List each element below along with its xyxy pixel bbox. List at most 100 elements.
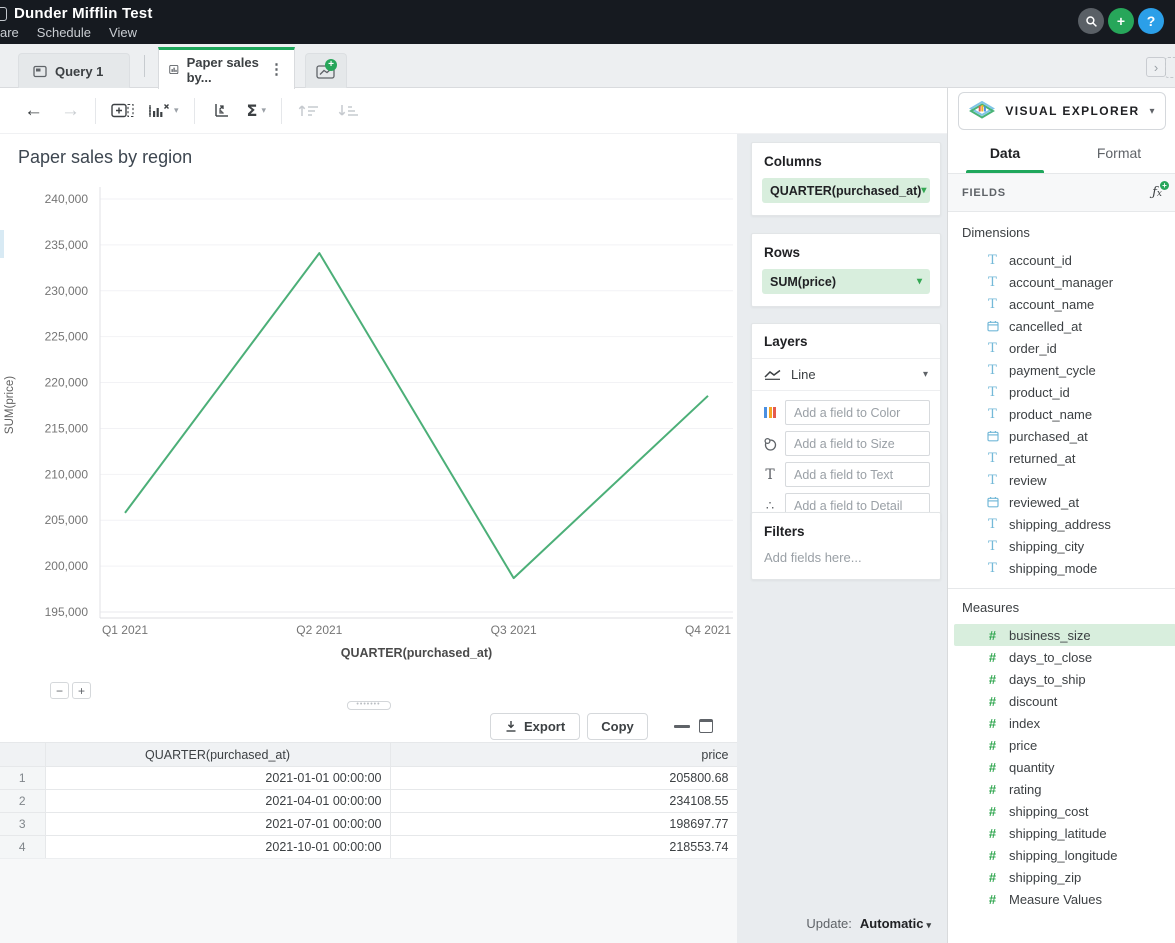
number-type-icon: #: [986, 826, 999, 841]
layer-slot: [762, 431, 930, 456]
filters-placeholder[interactable]: Add fields here...: [752, 548, 940, 579]
results-table[interactable]: QUARTER(purchased_at)price12021-01-01 00…: [0, 742, 738, 859]
undo-button[interactable]: ←: [24, 100, 43, 122]
splitter-drag-handle[interactable]: •••••••: [347, 701, 391, 710]
tab-paper-sales[interactable]: Paper sales by... ⋮: [158, 47, 295, 89]
filters-shelf: Filters Add fields here...: [751, 512, 941, 580]
columns-pill[interactable]: QUARTER(purchased_at) ▾: [762, 178, 930, 203]
dimensions-list: Taccount_idTaccount_managerTaccount_name…: [948, 249, 1175, 579]
dimension-item[interactable]: Tshipping_city: [948, 535, 1175, 557]
number-type-icon: #: [986, 716, 999, 731]
layer-slot-input[interactable]: [785, 462, 930, 487]
dimension-item[interactable]: Taccount_manager: [948, 271, 1175, 293]
tab-format[interactable]: Format: [1062, 130, 1175, 173]
dimension-item[interactable]: Taccount_id: [948, 249, 1175, 271]
remove-chart-button[interactable]: ▾: [148, 102, 179, 119]
search-button[interactable]: [1078, 8, 1104, 34]
tab-data[interactable]: Data: [948, 130, 1062, 173]
table-row[interactable]: 32021-07-01 00:00:00198697.77: [0, 813, 737, 836]
measure-item[interactable]: #days_to_close: [948, 646, 1175, 668]
dimension-item[interactable]: reviewed_at: [948, 491, 1175, 513]
measure-item[interactable]: #index: [948, 712, 1175, 734]
table-row[interactable]: 12021-01-01 00:00:00205800.68: [0, 767, 737, 790]
dimension-item[interactable]: Tproduct_id: [948, 381, 1175, 403]
zoom-out-button[interactable]: −: [50, 682, 69, 699]
y-tick-label: 200,000: [45, 559, 89, 573]
chevron-down-icon[interactable]: ▾: [921, 185, 926, 196]
zoom-controls: − +: [50, 682, 91, 699]
menu-item-schedule[interactable]: Schedule: [37, 25, 91, 40]
new-chart-tab-button[interactable]: +: [305, 53, 347, 88]
price-column-header[interactable]: price: [390, 743, 737, 767]
measure-item[interactable]: #shipping_longitude: [948, 844, 1175, 866]
aggregate-button[interactable]: Σ ▾: [247, 101, 266, 120]
line-series[interactable]: [125, 253, 708, 578]
measure-item[interactable]: #days_to_ship: [948, 668, 1175, 690]
dimension-item[interactable]: purchased_at: [948, 425, 1175, 447]
dimension-item[interactable]: Taccount_name: [948, 293, 1175, 315]
zoom-in-button[interactable]: +: [72, 682, 91, 699]
rows-shelf-title: Rows: [752, 234, 940, 269]
dimension-item[interactable]: Treturned_at: [948, 447, 1175, 469]
table-row[interactable]: 42021-10-01 00:00:00218553.74: [0, 836, 737, 859]
layer-slot-input[interactable]: [785, 431, 930, 456]
menu-item-share[interactable]: are: [0, 25, 19, 40]
dimension-item[interactable]: Tshipping_address: [948, 513, 1175, 535]
measure-item[interactable]: #shipping_zip: [948, 866, 1175, 888]
chevron-down-icon[interactable]: ▾: [923, 369, 928, 380]
scroll-position-marker: [0, 230, 4, 258]
measure-item[interactable]: #shipping_latitude: [948, 822, 1175, 844]
chevron-down-icon[interactable]: ▾: [917, 276, 922, 287]
measure-item[interactable]: #price: [948, 734, 1175, 756]
measure-label: shipping_cost: [1009, 804, 1089, 819]
expand-tabs-button[interactable]: ›: [1146, 57, 1166, 77]
results-table-container: QUARTER(purchased_at)price12021-01-01 00…: [0, 742, 737, 859]
sort-ascending-button[interactable]: [297, 102, 321, 119]
measure-item[interactable]: #shipping_cost: [948, 800, 1175, 822]
text-type-icon: T: [986, 407, 999, 422]
search-icon: [1085, 15, 1098, 28]
dimension-item[interactable]: Treview: [948, 469, 1175, 491]
measure-item[interactable]: #Measure Values: [948, 888, 1175, 910]
dimension-item[interactable]: Tpayment_cycle: [948, 359, 1175, 381]
swap-axes-button[interactable]: [210, 102, 231, 120]
copy-button[interactable]: Copy: [587, 713, 648, 740]
add-button[interactable]: +: [1108, 8, 1134, 34]
dimension-item[interactable]: Tshipping_mode: [948, 557, 1175, 579]
tab-menu-icon[interactable]: ⋮: [269, 62, 284, 77]
table-header-row: QUARTER(purchased_at)price: [0, 743, 737, 767]
add-frame-button[interactable]: [111, 102, 134, 119]
x-tick-label: Q2 2021: [296, 623, 342, 637]
chevron-down-icon: ▾: [926, 920, 931, 930]
update-mode-selector[interactable]: Automatic▾: [860, 916, 931, 931]
dimension-item[interactable]: Tproduct_name: [948, 403, 1175, 425]
sort-descending-button[interactable]: [337, 102, 361, 119]
swap-axes-icon: [210, 102, 231, 120]
columns-pill-label: QUARTER(purchased_at): [770, 184, 921, 198]
dimension-item[interactable]: Torder_id: [948, 337, 1175, 359]
tab-query-1[interactable]: Query 1: [18, 53, 130, 88]
quarter-column-header[interactable]: QUARTER(purchased_at): [45, 743, 390, 767]
measure-item[interactable]: #rating: [948, 778, 1175, 800]
redo-button[interactable]: →: [61, 100, 80, 122]
measure-item[interactable]: #business_size: [954, 624, 1175, 646]
measure-item[interactable]: #quantity: [948, 756, 1175, 778]
dimension-label: payment_cycle: [1009, 363, 1096, 378]
minimize-results-icon[interactable]: [674, 725, 690, 728]
add-calculated-field-button[interactable]: ƒx+: [1152, 185, 1162, 200]
visual-explorer-selector[interactable]: VISUAL EXPLORER ▾: [958, 92, 1166, 130]
text-type-icon: T: [986, 561, 999, 576]
chevron-down-icon: ▾: [261, 105, 266, 116]
layer-slot-input[interactable]: [785, 400, 930, 425]
layers-shelf-title: Layers: [752, 324, 940, 359]
line-chart[interactable]: 195,000200,000205,000210,000215,000220,0…: [0, 185, 740, 665]
rows-pill[interactable]: SUM(price) ▾: [762, 269, 930, 294]
maximize-results-icon[interactable]: [699, 719, 713, 733]
table-row[interactable]: 22021-04-01 00:00:00234108.55: [0, 790, 737, 813]
help-button[interactable]: ?: [1138, 8, 1164, 34]
measure-item[interactable]: #discount: [948, 690, 1175, 712]
layer-type-selector[interactable]: Line ▾: [752, 359, 940, 391]
export-button[interactable]: Export: [490, 713, 580, 740]
menu-item-view[interactable]: View: [109, 25, 137, 40]
dimension-item[interactable]: cancelled_at: [948, 315, 1175, 337]
